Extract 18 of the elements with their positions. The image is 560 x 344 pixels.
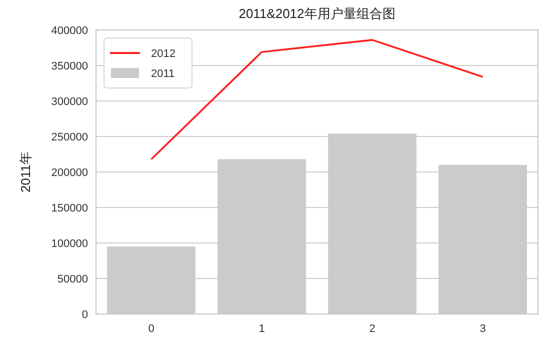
y-tick-label: 150000 (51, 202, 88, 214)
y-axis-title: 2011年 (18, 152, 33, 192)
y-tick-label: 200000 (51, 166, 88, 179)
y-tick-label: 0 (82, 308, 88, 321)
x-tick-label: 2 (369, 323, 376, 335)
chart-title: 2011&2012年用户量组合图 (238, 6, 396, 21)
y-tick-label: 350000 (51, 60, 88, 72)
x-tick-label: 1 (258, 323, 265, 335)
x-tick-label: 3 (480, 323, 486, 335)
y-tick-label: 50000 (57, 273, 88, 286)
x-tick-label: 0 (148, 323, 154, 335)
y-tick-label: 300000 (51, 96, 88, 108)
y-tick-label: 400000 (51, 24, 88, 37)
line-series (150, 39, 484, 160)
y-tick-label: 250000 (51, 131, 88, 144)
legend-label: 2011 (151, 68, 175, 80)
legend-label: 2012 (151, 48, 176, 60)
y-tick-label: 100000 (51, 238, 88, 250)
